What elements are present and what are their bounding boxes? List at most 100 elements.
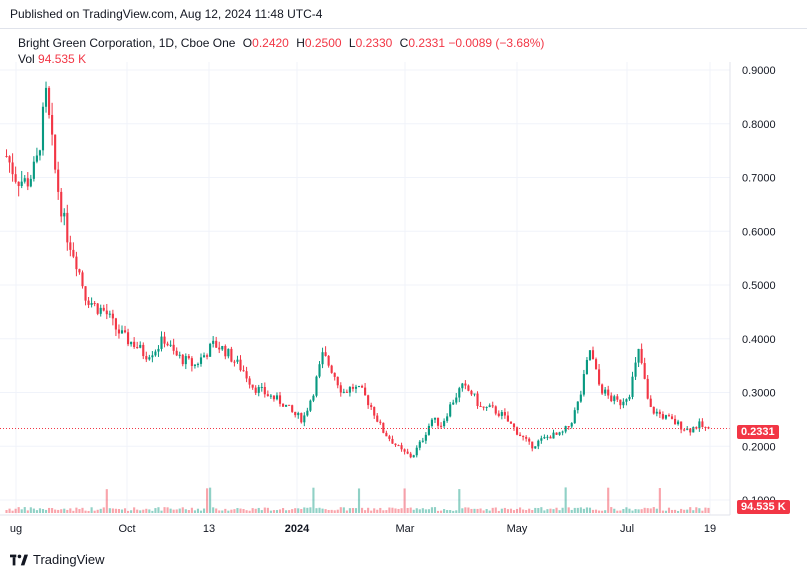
volume-bar (652, 507, 655, 513)
volume-bar (464, 507, 467, 513)
volume-bar (139, 510, 142, 513)
volume-bar (470, 508, 473, 513)
candle-body (379, 421, 382, 423)
candle-body (130, 341, 133, 345)
volume-bar (588, 507, 592, 513)
candle-body (406, 451, 409, 454)
candle-body (99, 307, 102, 314)
volume-bar (543, 510, 546, 513)
high-value: 0.2500 (304, 36, 342, 50)
candle-body (534, 446, 537, 449)
candle-body (294, 411, 297, 416)
candle-body (190, 358, 193, 366)
candle-body (701, 421, 704, 427)
volume-bar (519, 507, 522, 513)
x-tick-label: 19 (704, 523, 716, 535)
volume-bar (120, 509, 124, 513)
volume-bar (549, 508, 552, 513)
volume-bar (32, 508, 35, 513)
candle-body (540, 438, 543, 441)
candle-body (664, 415, 668, 419)
volume-bar (497, 510, 500, 513)
volume-bar (93, 510, 96, 513)
candle-body (133, 341, 136, 348)
volume-bar (133, 507, 136, 513)
volume-bar (385, 510, 388, 513)
volume-bar (196, 508, 200, 513)
candle-body (470, 390, 473, 395)
volume-bar (598, 510, 601, 513)
candle-body (494, 406, 497, 414)
volume-badge: 94.535 K (737, 500, 790, 514)
candle-body (181, 354, 184, 365)
volume-bar (406, 507, 409, 513)
volume-bar (360, 507, 364, 513)
volume-bar (291, 509, 294, 513)
candle-body (528, 438, 531, 442)
x-tick-label: Mar (396, 523, 415, 535)
volume-bar (616, 510, 619, 513)
candle-body (440, 425, 443, 427)
candle-body (288, 404, 291, 406)
volume-bar (81, 507, 84, 513)
volume-bar (403, 488, 406, 513)
volume-bar (552, 509, 555, 513)
candle-body (333, 372, 336, 377)
volume-bar (136, 509, 139, 513)
volume-bar (443, 509, 446, 513)
volume-bar (321, 508, 324, 513)
volume-bar (561, 507, 564, 513)
candle-body (397, 445, 400, 447)
tradingview-brand[interactable]: TradingView (10, 552, 105, 567)
candle-body (424, 434, 427, 441)
volume-bar (373, 508, 376, 513)
candle-body (485, 406, 488, 408)
candle-body (643, 363, 646, 379)
candle-body (117, 329, 121, 334)
candle-body (251, 384, 254, 388)
candle-body (312, 395, 315, 401)
candle-body (32, 161, 35, 179)
candle-body (348, 387, 351, 393)
volume-bar (8, 508, 11, 513)
volume-bar (345, 510, 348, 513)
candle-body (488, 405, 491, 407)
candle-body (291, 405, 294, 412)
volume-bar (23, 507, 26, 513)
candle-body (29, 178, 32, 187)
volume-bar (585, 507, 588, 513)
candle-body (324, 352, 327, 356)
volume-bar (294, 508, 297, 513)
candle-body (114, 318, 117, 330)
volume-bar (312, 487, 315, 513)
candle-body (576, 401, 579, 411)
candle-body (263, 386, 266, 395)
volume-bar (673, 509, 677, 513)
open-key: O (242, 36, 253, 50)
candle-body (306, 410, 309, 416)
candle-body (108, 313, 111, 315)
candle-body (695, 427, 698, 429)
volume-bar (190, 507, 193, 513)
x-tick-label: 2024 (285, 523, 310, 535)
volume-bar (154, 508, 157, 513)
candle-body (193, 364, 196, 366)
volume-bar (206, 488, 209, 513)
candle-body (628, 396, 631, 400)
volume-bar (342, 507, 345, 513)
volume-bar (324, 509, 327, 513)
candle-body (26, 178, 29, 187)
candle-body (269, 395, 272, 397)
candle-body (473, 393, 476, 395)
candle-body (23, 178, 26, 182)
candle-body (57, 169, 60, 192)
candle-body (455, 397, 458, 403)
candle-body (370, 405, 373, 407)
volume-bar (482, 510, 485, 513)
candle-body (163, 336, 166, 344)
volume-bar (111, 508, 114, 513)
volume-bar (148, 509, 151, 513)
x-tick-label: May (507, 523, 528, 535)
last-price-badge: 0.2331 (737, 425, 779, 439)
